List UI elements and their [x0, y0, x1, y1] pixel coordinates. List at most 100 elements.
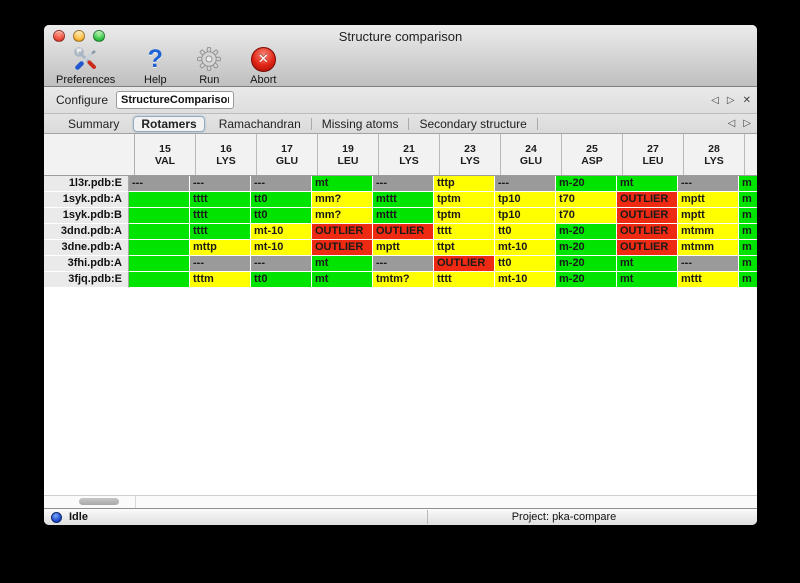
zoom-window-button[interactable] [93, 30, 105, 42]
rotamer-cell[interactable] [129, 272, 190, 288]
rotamer-cell[interactable]: mptt [373, 240, 434, 256]
title-bar[interactable]: Structure comparison [44, 25, 757, 45]
abort-button[interactable]: ✕ Abort [249, 45, 277, 86]
rotamer-cell[interactable]: tmtm? [373, 272, 434, 288]
rotamer-cell[interactable]: --- [373, 256, 434, 272]
rotamer-cell[interactable]: mt [617, 272, 678, 288]
rotamer-cell[interactable]: tt0 [495, 224, 556, 240]
row-header[interactable]: 1syk.pdb:A [44, 192, 129, 208]
row-header[interactable]: 3fhi.pdb:A [44, 256, 129, 272]
rotamer-cell[interactable]: m-20 [556, 240, 617, 256]
rotamer-cell[interactable]: mptt [678, 208, 739, 224]
row-header[interactable]: 3dnd.pdb:A [44, 224, 129, 240]
rotamer-cell[interactable]: m-20 [556, 256, 617, 272]
rotamer-cell[interactable]: mtmm [678, 224, 739, 240]
prev-configuration-icon[interactable]: ◁ [711, 94, 719, 106]
rotamer-cell[interactable]: mt-10 [251, 240, 312, 256]
rotamer-cell[interactable]: mt [312, 272, 373, 288]
help-button[interactable]: ? Help [141, 45, 169, 86]
column-header[interactable]: 27 LEU [623, 134, 684, 175]
row-header[interactable]: 1l3r.pdb:E [44, 176, 129, 192]
run-button[interactable]: Run [195, 45, 223, 86]
rotamer-cell[interactable]: OUTLIER [312, 240, 373, 256]
rotamer-cell[interactable]: tttt [434, 224, 495, 240]
column-header[interactable]: 16 LYS [196, 134, 257, 175]
rotamer-cell[interactable]: tttp [434, 176, 495, 192]
rotamer-cell[interactable]: tttt [434, 272, 495, 288]
rotamer-cell[interactable]: mt-10 [495, 272, 556, 288]
rotamer-cell[interactable]: m [739, 192, 757, 208]
rotamer-cell[interactable]: mttt [373, 208, 434, 224]
rotamer-cell[interactable]: --- [373, 176, 434, 192]
rotamer-cell[interactable] [129, 240, 190, 256]
prev-tab-icon[interactable]: ◁ [727, 118, 736, 129]
rotamer-cell[interactable]: tptm [434, 192, 495, 208]
rotamer-cell[interactable]: --- [190, 176, 251, 192]
rotamer-cell[interactable]: OUTLIER [617, 240, 678, 256]
rotamer-cell[interactable]: mtmm [678, 240, 739, 256]
rotamer-cell[interactable]: mttp [190, 240, 251, 256]
rotamer-cell[interactable]: mm? [312, 192, 373, 208]
row-header[interactable]: 1syk.pdb:B [44, 208, 129, 224]
column-header[interactable] [745, 134, 757, 175]
column-header[interactable]: 17 GLU [257, 134, 318, 175]
rotamer-cell[interactable] [129, 256, 190, 272]
column-header[interactable]: 19 LEU [318, 134, 379, 175]
rotamer-cell[interactable]: mt [617, 176, 678, 192]
column-header[interactable]: 25 ASP [562, 134, 623, 175]
scrollbar-thumb[interactable] [79, 498, 119, 505]
rotamer-cell[interactable]: --- [678, 256, 739, 272]
rotamer-cell[interactable]: m [739, 176, 757, 192]
rotamer-cell[interactable]: OUTLIER [312, 224, 373, 240]
tab-ramachandran[interactable]: Ramachandran [218, 116, 301, 131]
horizontal-scrollbar[interactable] [44, 495, 757, 508]
rotamer-cell[interactable] [129, 208, 190, 224]
column-header[interactable]: 15 VAL [135, 134, 196, 175]
rotamer-cell[interactable]: mt-10 [495, 240, 556, 256]
rotamer-cell[interactable]: mttt [373, 192, 434, 208]
next-configuration-icon[interactable]: ▷ [726, 94, 735, 106]
rotamer-cell[interactable]: OUTLIER [434, 256, 495, 272]
rotamer-cell[interactable]: m [739, 224, 757, 240]
next-tab-icon[interactable]: ▷ [743, 118, 751, 129]
rotamer-cell[interactable]: OUTLIER [617, 192, 678, 208]
rotamer-cell[interactable]: m [739, 240, 757, 256]
rotamer-cell[interactable]: tttm [190, 272, 251, 288]
rotamer-cell[interactable]: --- [495, 176, 556, 192]
rotamer-cell[interactable]: m [739, 256, 757, 272]
rotamer-cell[interactable]: m [739, 208, 757, 224]
rotamer-cell[interactable]: mt [617, 256, 678, 272]
rotamer-cell[interactable]: m-20 [556, 224, 617, 240]
column-header[interactable]: 21 LYS [379, 134, 440, 175]
rotamer-cell[interactable]: m [739, 272, 757, 288]
rotamer-cell[interactable]: tt0 [251, 192, 312, 208]
rotamer-cell[interactable]: m-20 [556, 272, 617, 288]
preferences-button[interactable]: Preferences [56, 45, 115, 86]
rotamer-cell[interactable]: mptt [678, 192, 739, 208]
tab-secondary-structure[interactable]: Secondary structure [419, 116, 527, 131]
rotamer-cell[interactable]: OUTLIER [373, 224, 434, 240]
rotamer-cell[interactable]: mm? [312, 208, 373, 224]
rotamer-cell[interactable]: tp10 [495, 192, 556, 208]
tab-missing-atoms[interactable]: Missing atoms [321, 116, 399, 131]
close-configuration-icon[interactable]: ✕ [742, 94, 751, 106]
configure-name-input[interactable] [116, 91, 235, 109]
column-header[interactable]: 23 LYS [440, 134, 501, 175]
rotamer-cell[interactable]: mt-10 [251, 224, 312, 240]
rotamer-cell[interactable]: OUTLIER [617, 208, 678, 224]
rotamer-cell[interactable]: mt [312, 256, 373, 272]
rotamer-cell[interactable] [129, 224, 190, 240]
rotamer-cell[interactable]: m-20 [556, 176, 617, 192]
rotamer-cell[interactable]: --- [678, 176, 739, 192]
rotamer-cell[interactable] [129, 192, 190, 208]
rotamer-cell[interactable]: --- [251, 176, 312, 192]
rotamer-cell[interactable]: --- [129, 176, 190, 192]
row-header[interactable]: 3dne.pdb:A [44, 240, 129, 256]
rotamer-cell[interactable]: tt0 [251, 208, 312, 224]
rotamer-cell[interactable]: OUTLIER [617, 224, 678, 240]
tab-summary[interactable]: Summary [68, 116, 120, 131]
rotamer-cell[interactable]: tttt [190, 208, 251, 224]
rotamer-cell[interactable]: mttt [678, 272, 739, 288]
rotamer-cell[interactable]: mt [312, 176, 373, 192]
rotamer-cell[interactable]: t70 [556, 208, 617, 224]
